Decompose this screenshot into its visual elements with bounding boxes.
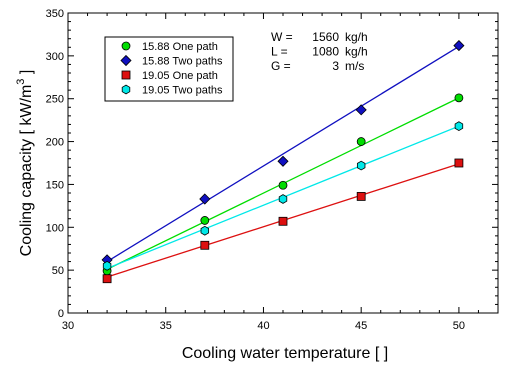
legend-label-3: 19.05 One path bbox=[142, 70, 218, 82]
data-point-series-4 bbox=[278, 194, 288, 204]
data-point-series-4 bbox=[356, 160, 366, 171]
data-point-series-1 bbox=[356, 137, 366, 146]
y-tick-label: 0 bbox=[58, 308, 64, 320]
fit-line-series-2 bbox=[106, 45, 460, 263]
data-point-series-2 bbox=[277, 155, 289, 167]
axes: 30 35 40 45 50 0 50 100 150 200 250 300 350 bbox=[46, 8, 499, 332]
condition-label: W = bbox=[271, 30, 293, 44]
y-axis-title: Cooling capacity [ kW/m3 ] bbox=[15, 70, 35, 257]
legend-marker-1 bbox=[121, 41, 131, 51]
legend-label-4: 19.05 Two paths bbox=[142, 85, 223, 97]
condition-unit: m/s bbox=[345, 59, 364, 73]
data-point-series-3 bbox=[278, 216, 288, 226]
condition-value: 1560 bbox=[312, 30, 339, 44]
data-point-series-4 bbox=[102, 260, 112, 271]
y-tick-label: 150 bbox=[46, 179, 64, 191]
data-point-series-3 bbox=[454, 158, 464, 168]
x-tick-label: 45 bbox=[355, 320, 367, 332]
y-axis-title-main: Cooling capacity [ kW/m bbox=[18, 85, 35, 257]
data-point-series-1 bbox=[278, 180, 288, 190]
y-tick-label: 300 bbox=[46, 51, 64, 63]
data-markers bbox=[101, 40, 465, 284]
x-tick-label: 40 bbox=[257, 320, 269, 332]
data-point-series-2 bbox=[355, 104, 367, 116]
data-point-series-1 bbox=[200, 216, 210, 225]
condition-unit: kg/h bbox=[345, 30, 368, 44]
legend-marker-4 bbox=[121, 84, 131, 95]
condition-value: 1080 bbox=[312, 45, 339, 59]
data-point-series-1 bbox=[454, 93, 464, 103]
legend-marker-2 bbox=[120, 54, 132, 67]
condition-value: 3 bbox=[332, 59, 339, 73]
y-tick-label: 100 bbox=[46, 222, 64, 234]
x-tick-label: 30 bbox=[62, 320, 74, 332]
legend: 15.88 One path 15.88 Two paths 19.05 One p… bbox=[104, 36, 234, 102]
x-tick-label: 35 bbox=[160, 320, 172, 332]
y-tick-label: 250 bbox=[46, 94, 64, 106]
data-point-series-3 bbox=[356, 192, 366, 201]
data-point-series-2 bbox=[199, 193, 211, 205]
legend-marker-3 bbox=[121, 70, 131, 80]
conditions-block: W = 1560 kg/h L = 1080 kg/h G = 3 m/s bbox=[271, 30, 368, 73]
data-point-series-4 bbox=[454, 121, 464, 132]
data-point-series-2 bbox=[453, 40, 465, 52]
y-axis-title-sup: 3 bbox=[15, 79, 27, 85]
y-axis-title-end: ] bbox=[18, 70, 35, 79]
y-tick-label: 200 bbox=[46, 137, 64, 149]
condition-unit: kg/h bbox=[345, 45, 368, 59]
y-tick-label: 350 bbox=[46, 8, 64, 20]
condition-label: L = bbox=[271, 45, 288, 59]
condition-label: G = bbox=[271, 59, 291, 73]
data-point-series-3 bbox=[102, 274, 112, 284]
legend-label-2: 15.88 Two paths bbox=[142, 56, 223, 68]
legend-label-1: 15.88 One path bbox=[142, 41, 218, 53]
data-point-series-3 bbox=[200, 240, 210, 250]
x-tick-label: 50 bbox=[453, 320, 465, 332]
x-axis-title: Cooling water temperature [ ] bbox=[182, 345, 388, 362]
y-tick-label: 50 bbox=[52, 265, 64, 277]
data-point-series-4 bbox=[200, 225, 210, 236]
